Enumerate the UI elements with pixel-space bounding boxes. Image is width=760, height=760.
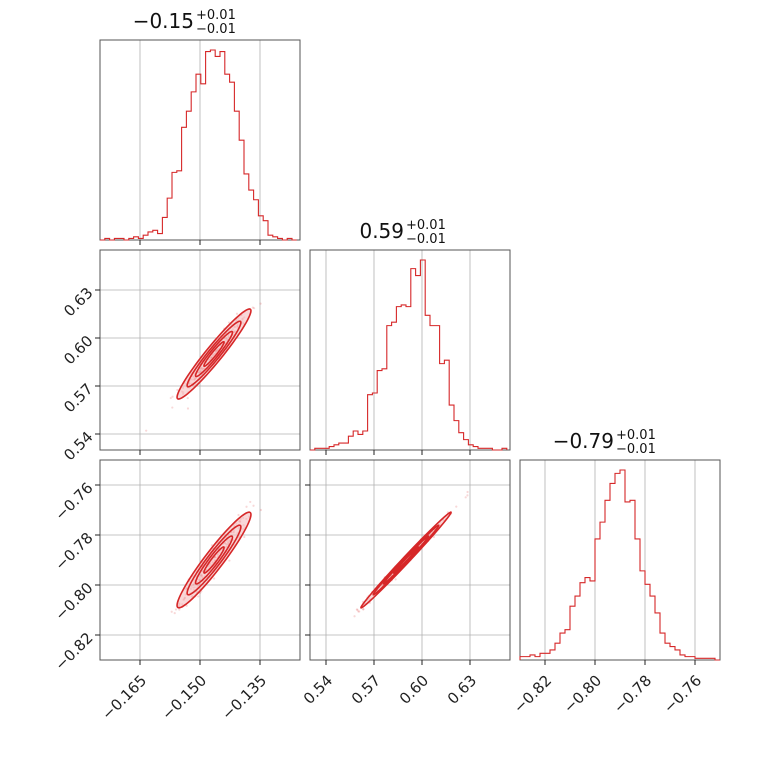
scatter-panel-2-0: −0.165 −0.150 −0.135 −0.82 −0.80 −0.78 −0.76 xyxy=(51,459,301,724)
tick-label-x: 0.57 xyxy=(348,672,384,708)
scatter-point xyxy=(464,496,467,499)
scatter-point xyxy=(245,505,248,508)
scatter-point xyxy=(252,504,255,507)
scatter-point xyxy=(253,307,256,310)
panel-frame xyxy=(309,459,511,661)
panel-title-value: −0.79 xyxy=(553,429,614,453)
histogram-panel-2: −0.82 −0.80 −0.78 −0.76 −0.79 +0.01−0.01 xyxy=(510,428,721,717)
tick-label-y: 0.63 xyxy=(60,284,96,320)
tick-label-y: 0.54 xyxy=(60,428,96,464)
tick-label-x: −0.165 xyxy=(98,672,150,724)
contour-level-1 xyxy=(372,524,440,596)
tick-label-x: −0.78 xyxy=(610,672,655,717)
tick-label-y: −0.78 xyxy=(51,529,96,574)
scatter-point xyxy=(169,396,172,400)
panel-title-minus-error: −0.01 xyxy=(406,232,446,247)
scatter-point xyxy=(174,608,178,611)
panel-frame xyxy=(309,249,511,451)
scatter-point xyxy=(170,610,173,613)
scatter-panel-2-1: 0.54 0.57 0.60 0.63 xyxy=(300,459,511,708)
contour-level-1 xyxy=(186,524,242,596)
histogram-steps xyxy=(310,259,508,451)
tick-label-y: −0.76 xyxy=(51,479,96,524)
tick-label-y: −0.80 xyxy=(51,579,96,624)
scatter-point xyxy=(237,513,240,517)
tick-label-x: 0.60 xyxy=(396,672,432,708)
scatter-point xyxy=(186,407,190,410)
contour-level-3 xyxy=(203,546,225,574)
panel-title-value: −0.15 xyxy=(133,9,194,33)
scatter-point xyxy=(213,577,216,580)
panel-title-value: 0.59 xyxy=(359,219,404,243)
scatter-point xyxy=(249,500,252,504)
scatter-point xyxy=(227,321,231,324)
scatter-point xyxy=(466,494,469,497)
scatter-point xyxy=(259,508,263,512)
scatter-point xyxy=(197,595,200,598)
scatter-point xyxy=(185,604,188,607)
scatter-point xyxy=(466,490,469,494)
scatter-points-layer xyxy=(145,302,262,432)
scatter-point xyxy=(186,396,189,400)
tick-label-x: 0.54 xyxy=(300,672,336,708)
panel-title-minus-error: −0.01 xyxy=(196,22,236,37)
scatter-point xyxy=(243,535,246,539)
scatter-point xyxy=(394,578,397,581)
tick-label-y: 0.60 xyxy=(60,332,96,368)
scatter-point xyxy=(235,312,239,315)
tick-label-x: 0.63 xyxy=(444,672,480,708)
histogram-panel-1: 0.59 +0.01−0.01 xyxy=(309,218,511,455)
tick-label-y: 0.57 xyxy=(60,380,96,416)
scatter-point xyxy=(171,395,174,398)
panel-frame xyxy=(519,459,721,661)
scatter-point xyxy=(357,610,360,613)
contour-level-3 xyxy=(392,546,420,574)
contour-level-3 xyxy=(203,340,225,368)
histogram-steps xyxy=(519,469,720,661)
scatter-point xyxy=(432,535,436,539)
scatter-point xyxy=(145,429,148,432)
scatter-point xyxy=(259,302,262,305)
scatter-point xyxy=(251,306,254,309)
scatter-point xyxy=(178,608,181,611)
panel-title-plus-error: +0.01 xyxy=(616,428,656,443)
tick-label-x: −0.82 xyxy=(510,672,555,717)
panel-title-plus-error: +0.01 xyxy=(406,218,446,233)
tick-label-x: −0.80 xyxy=(560,672,605,717)
tick-label-y: −0.82 xyxy=(51,629,96,674)
contour-level-1 xyxy=(186,320,242,388)
scatter-point xyxy=(171,406,174,409)
tick-label-x: −0.76 xyxy=(660,672,705,717)
contour-level-2 xyxy=(382,535,430,585)
contour-level-2 xyxy=(194,535,234,585)
scatter-point xyxy=(455,505,458,508)
scatter-point xyxy=(173,612,176,615)
scatter-point xyxy=(362,608,365,611)
panel-title-minus-error: −0.01 xyxy=(616,442,656,457)
contour-level-0 xyxy=(176,308,252,400)
contour-level-0 xyxy=(176,511,252,609)
scatter-point xyxy=(362,608,365,611)
scatter-panel-1-0: 0.54 0.57 0.60 0.63 xyxy=(60,249,301,464)
scatter-point xyxy=(355,608,358,611)
scatter-point xyxy=(353,615,356,618)
scatter-point xyxy=(358,610,361,613)
scatter-point xyxy=(356,608,359,612)
histogram-panel-0: −0.15 +0.01−0.01 xyxy=(99,8,301,245)
histogram-steps xyxy=(100,49,297,241)
contour-level-2 xyxy=(194,330,234,378)
tick-label-x: −0.150 xyxy=(158,672,210,724)
scatter-points-layer xyxy=(353,490,469,618)
panel-title-plus-error: +0.01 xyxy=(196,8,236,23)
scatter-points-layer xyxy=(170,500,263,615)
tick-label-x: −0.135 xyxy=(218,672,270,724)
scatter-point xyxy=(176,388,179,392)
scatter-point xyxy=(228,559,231,562)
